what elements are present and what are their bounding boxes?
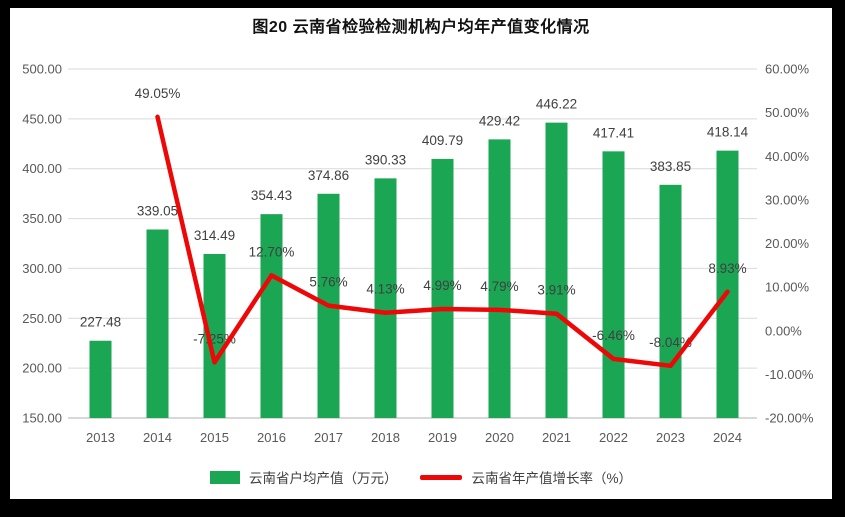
bar [716,150,739,419]
bar-value-label: 339.05 [137,203,178,218]
right-axis-tick-label: -20.00% [765,411,814,426]
right-axis-tick-label: 60.00% [765,62,810,77]
left-axis-tick-label: 300.00 [22,261,62,276]
chart-legend: 云南省户均产值（万元） 云南省年产值增长率（%） [10,467,832,487]
right-axis-tick-label: 0.00% [765,323,802,338]
left-axis-tick-label: 200.00 [22,361,62,376]
right-axis-tick-label: 40.00% [765,149,810,164]
bar [146,229,169,418]
bar-value-label: 429.42 [479,113,520,128]
chart-canvas: 500.00 450.00 400.00 350.00 300.00 250.00 200.… [22,62,814,446]
line-series [155,114,730,369]
line-point-label: 3.91% [537,283,575,298]
x-axis-category-label: 2022 [599,430,628,445]
left-axis-tick-label: 150.00 [22,411,62,426]
x-axis-category-label: 2013 [86,430,115,445]
line-point-label: 4.13% [366,282,404,297]
chart-title: 图20 云南省检验检测机构户均年产值变化情况 [252,19,590,36]
bar [203,253,226,418]
x-axis-category-label: 2019 [428,430,457,445]
right-axis-tick-label: 10.00% [765,280,810,295]
x-axis-category-label: 2023 [656,430,685,445]
chart-panel: 图20 云南省检验检测机构户均年产值变化情况 500.00 450.00 400.0… [10,8,832,499]
bar-value-label: 227.48 [80,315,121,330]
line-point-label: 8.93% [708,261,746,276]
left-axis-tick-label: 250.00 [22,311,62,326]
line-point-label: 4.79% [480,279,518,294]
bar-value-label: 374.86 [308,168,349,183]
left-axis-tick-label: 450.00 [22,111,62,126]
bar [602,151,625,418]
left-axis-tick-label: 400.00 [22,161,62,176]
bar-value-label: 418.14 [707,125,749,140]
bar-value-label: 354.43 [251,188,292,203]
bar [431,158,454,418]
line-point-label: -6.46% [592,328,635,343]
bar-value-label: 390.33 [365,152,406,167]
bar [260,214,283,418]
bar [659,184,682,418]
bar [545,122,568,418]
legend-line-label: 云南省年产值增长率（%） [471,471,632,486]
bar-value-label: 417.41 [593,125,634,140]
bar [89,340,112,418]
bar-value-label: 446.22 [536,97,577,112]
bar-value-label: 383.85 [650,159,691,174]
x-axis-category-label: 2015 [200,430,229,445]
legend-bar-swatch-icon [209,470,240,484]
bar-value-label: 314.49 [194,228,235,243]
line-point-label: 49.05% [135,86,181,101]
legend-line-swatch-icon [420,474,463,480]
line-point-label: 5.76% [309,275,347,290]
left-axis-tick-label: 500.00 [22,62,62,77]
bar [488,139,511,418]
line-point-label: 4.99% [423,278,461,293]
left-axis-tick-label: 350.00 [22,211,62,226]
x-axis-category-label: 2021 [542,430,571,445]
right-axis-tick-label: 50.00% [765,105,810,120]
bar [374,178,397,418]
x-axis-category-label: 2024 [713,430,742,445]
x-axis-category-label: 2020 [485,430,514,445]
x-axis-category-label: 2016 [257,430,286,445]
right-axis-tick-label: -10.00% [765,367,814,382]
line-point-label: 12.70% [249,244,295,259]
bar-value-label: 409.79 [422,133,463,148]
right-axis-tick-label: 30.00% [765,192,810,207]
x-axis-category-label: 2017 [314,430,343,445]
line-point-label: -8.04% [649,335,692,350]
x-axis-category-label: 2018 [371,430,400,445]
x-axis-category-label: 2014 [143,430,172,445]
legend-bar-label: 云南省户均产值（万元） [248,471,398,486]
right-axis-tick-label: 20.00% [765,236,810,251]
